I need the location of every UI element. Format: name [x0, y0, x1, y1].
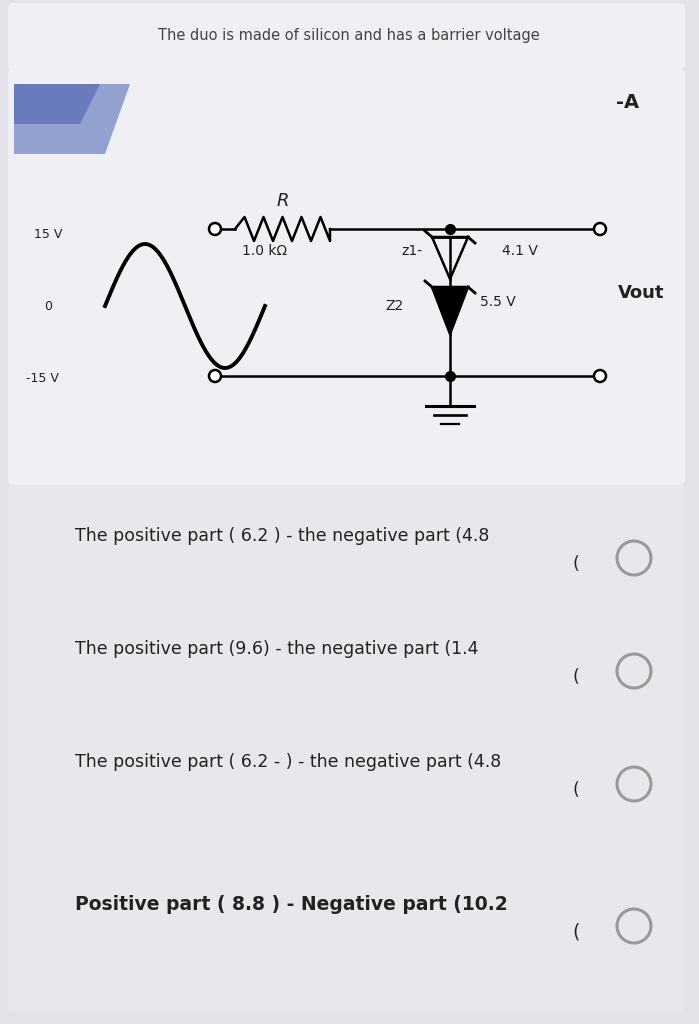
Text: Vout: Vout	[618, 284, 665, 301]
Circle shape	[209, 370, 221, 382]
Text: 0: 0	[44, 299, 52, 312]
Text: The positive part ( 6.2 ) - the negative part (4.8: The positive part ( 6.2 ) - the negative…	[75, 527, 489, 545]
Text: z1-: z1-	[401, 244, 423, 258]
Circle shape	[594, 370, 606, 382]
Text: -15 V: -15 V	[26, 372, 59, 384]
Text: 4.1 V: 4.1 V	[502, 244, 538, 258]
FancyBboxPatch shape	[8, 485, 685, 1012]
Text: The duo is made of silicon and has a barrier voltage: The duo is made of silicon and has a bar…	[158, 28, 540, 43]
Text: (: (	[572, 923, 579, 941]
Text: (: (	[572, 668, 579, 686]
Text: (: (	[572, 781, 579, 799]
FancyBboxPatch shape	[8, 68, 685, 485]
Circle shape	[594, 223, 606, 234]
Polygon shape	[14, 84, 100, 124]
Polygon shape	[432, 287, 468, 334]
Text: R: R	[276, 193, 289, 210]
Text: Positive part ( 8.8 ) - Negative part (10.2: Positive part ( 8.8 ) - Negative part (1…	[75, 895, 507, 913]
Text: The positive part (9.6) - the negative part (1.4: The positive part (9.6) - the negative p…	[75, 640, 479, 658]
Text: -A: -A	[617, 92, 640, 112]
Text: (: (	[572, 555, 579, 573]
Text: 5.5 V: 5.5 V	[480, 295, 516, 309]
FancyBboxPatch shape	[8, 3, 685, 70]
Circle shape	[209, 223, 221, 234]
Text: 15 V: 15 V	[34, 227, 62, 241]
Text: The positive part ( 6.2 - ) - the negative part (4.8: The positive part ( 6.2 - ) - the negati…	[75, 753, 501, 771]
Text: Z2: Z2	[385, 299, 403, 312]
Polygon shape	[14, 84, 130, 154]
Text: 1.0 kΩ: 1.0 kΩ	[243, 244, 287, 258]
